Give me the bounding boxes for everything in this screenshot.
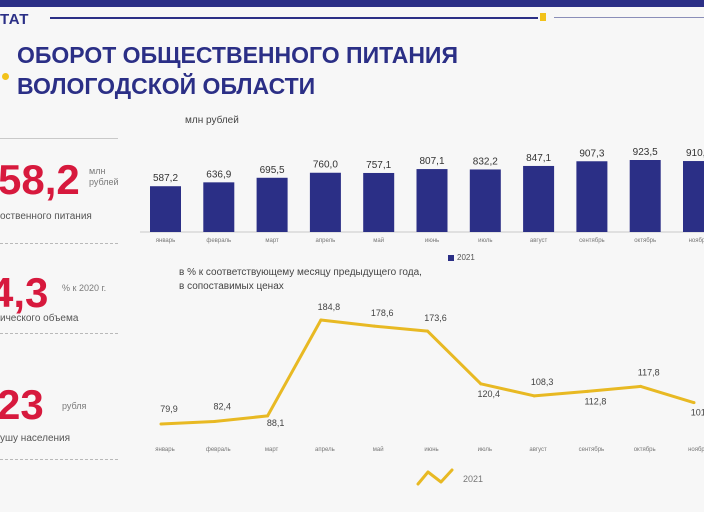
- bar-value-label: 847,1: [526, 153, 551, 164]
- line-category-label: сентябрь: [579, 447, 605, 453]
- line-chart-caption: в % к соответствующему месяцу предыдущег…: [179, 267, 422, 292]
- line-point: [692, 401, 696, 405]
- bar: [363, 172, 395, 232]
- line-point: [266, 414, 270, 418]
- line-point: [319, 318, 323, 322]
- line-value-label: 82,4: [214, 402, 232, 412]
- kpi-value-volume: 4,3: [0, 269, 49, 316]
- bar-category-label: июль: [478, 238, 492, 244]
- line-category-label: ноябрь: [688, 447, 704, 453]
- bar: [683, 161, 704, 232]
- line-category-label: май: [373, 446, 384, 453]
- bar: [150, 186, 181, 232]
- kpi-divider: [0, 243, 118, 244]
- bar: [256, 177, 288, 232]
- bar-category-label: январь: [156, 238, 175, 244]
- line-value-label: 173,6: [424, 313, 447, 323]
- line-legend-swatch: [416, 468, 454, 486]
- line-value-label: 101,4: [691, 408, 704, 418]
- bar-category-label: май: [373, 237, 384, 244]
- line-point: [426, 329, 429, 333]
- bar-value-label: 923,5: [633, 147, 658, 158]
- kpi-value-per-capita: 23: [0, 381, 44, 428]
- line-category-label: октябрь: [634, 447, 656, 453]
- line-value-label: 112,8: [584, 396, 606, 406]
- line-value-label: 117,8: [638, 367, 660, 377]
- line-category-label: январь: [155, 447, 174, 453]
- bar-value-label: 832,2: [473, 156, 498, 167]
- bar-category-label: июнь: [425, 238, 439, 244]
- line-category-label: апрель: [315, 447, 335, 453]
- line-point: [585, 389, 589, 393]
- bar: [629, 160, 661, 232]
- line-chart-legend-label: 2021: [463, 474, 484, 484]
- bar: [469, 169, 501, 232]
- line-value-label: 120,4: [478, 389, 501, 399]
- bar: [523, 165, 555, 232]
- line-category-label: июль: [478, 447, 492, 453]
- line-point: [479, 382, 483, 386]
- bar-value-label: 807,1: [419, 156, 444, 167]
- bar-chart-unit-label: млн рублей: [185, 115, 239, 126]
- bar-value-label: 757,1: [366, 160, 391, 171]
- kpi-label-turnover: оственного питания: [0, 211, 92, 222]
- line-category-label: март: [265, 447, 279, 453]
- bar-value-label: 695,5: [260, 165, 285, 176]
- bar-chart-legend: 2021: [448, 253, 475, 262]
- line-value-label: 88,1: [267, 418, 285, 428]
- bar: [203, 182, 235, 232]
- bar-value-label: 587,2: [153, 173, 178, 184]
- bar-category-label: февраль: [206, 238, 231, 244]
- kpi-unit-volume: % к 2020 г.: [62, 283, 107, 293]
- bar: [309, 172, 341, 232]
- header-rule-right: [554, 17, 704, 18]
- legend-swatch-bar: [448, 254, 454, 261]
- line-value-label: 108,3: [531, 377, 554, 387]
- line-series: [160, 318, 695, 426]
- bar: [416, 169, 448, 232]
- bar-category-label: апрель: [316, 238, 336, 244]
- bar-value-label: 907,3: [579, 148, 604, 159]
- line-category-label: июнь: [424, 447, 438, 453]
- bar-value-label: 760,0: [313, 160, 338, 171]
- line-value-label: 184,8: [318, 302, 341, 312]
- logo-text: ТАТ: [0, 11, 29, 28]
- line-category-label: февраль: [206, 447, 231, 453]
- kpi-unit-turnover: млн рублей: [89, 166, 119, 187]
- kpi-divider: [0, 459, 118, 460]
- bar-category-label: ноябрь: [689, 238, 704, 244]
- bar-category-label: март: [265, 238, 279, 244]
- top-stripe: [0, 0, 704, 7]
- bar: [576, 161, 608, 232]
- line-category-label: август: [529, 447, 547, 453]
- bar-value-label: 636,9: [206, 169, 231, 180]
- header-rule: [50, 17, 538, 19]
- kpi-value-turnover: 58,2: [0, 156, 80, 203]
- bar-value-label: 910,2: [686, 148, 704, 159]
- kpi-divider: [0, 333, 118, 334]
- page-title: ОБОРОТ ОБЩЕСТВЕННОГО ПИТАНИЯ ВОЛОГОДСКОЙ…: [17, 42, 458, 99]
- kpi-unit-per-capita: рубля: [62, 401, 87, 411]
- line-point: [639, 384, 643, 388]
- bar-category-label: сентябрь: [579, 238, 605, 244]
- bar-legend-label: 2021: [457, 253, 475, 262]
- line-point: [532, 394, 536, 398]
- kpi-label-volume: ического объема: [0, 313, 79, 324]
- line-point: [372, 324, 376, 328]
- bar-category-label: август: [530, 238, 548, 244]
- bar-category-label: октябрь: [634, 238, 656, 244]
- line-point: [212, 420, 216, 424]
- title-bullet-dot: [2, 73, 9, 80]
- kpi-label-per-capita: ушу населения: [0, 433, 71, 444]
- header-accent-square: [540, 13, 546, 21]
- line-point: [159, 422, 163, 426]
- line-value-label: 178,6: [371, 308, 394, 318]
- kpi-top-rule: [0, 138, 118, 139]
- line-value-label: 79,9: [160, 404, 178, 414]
